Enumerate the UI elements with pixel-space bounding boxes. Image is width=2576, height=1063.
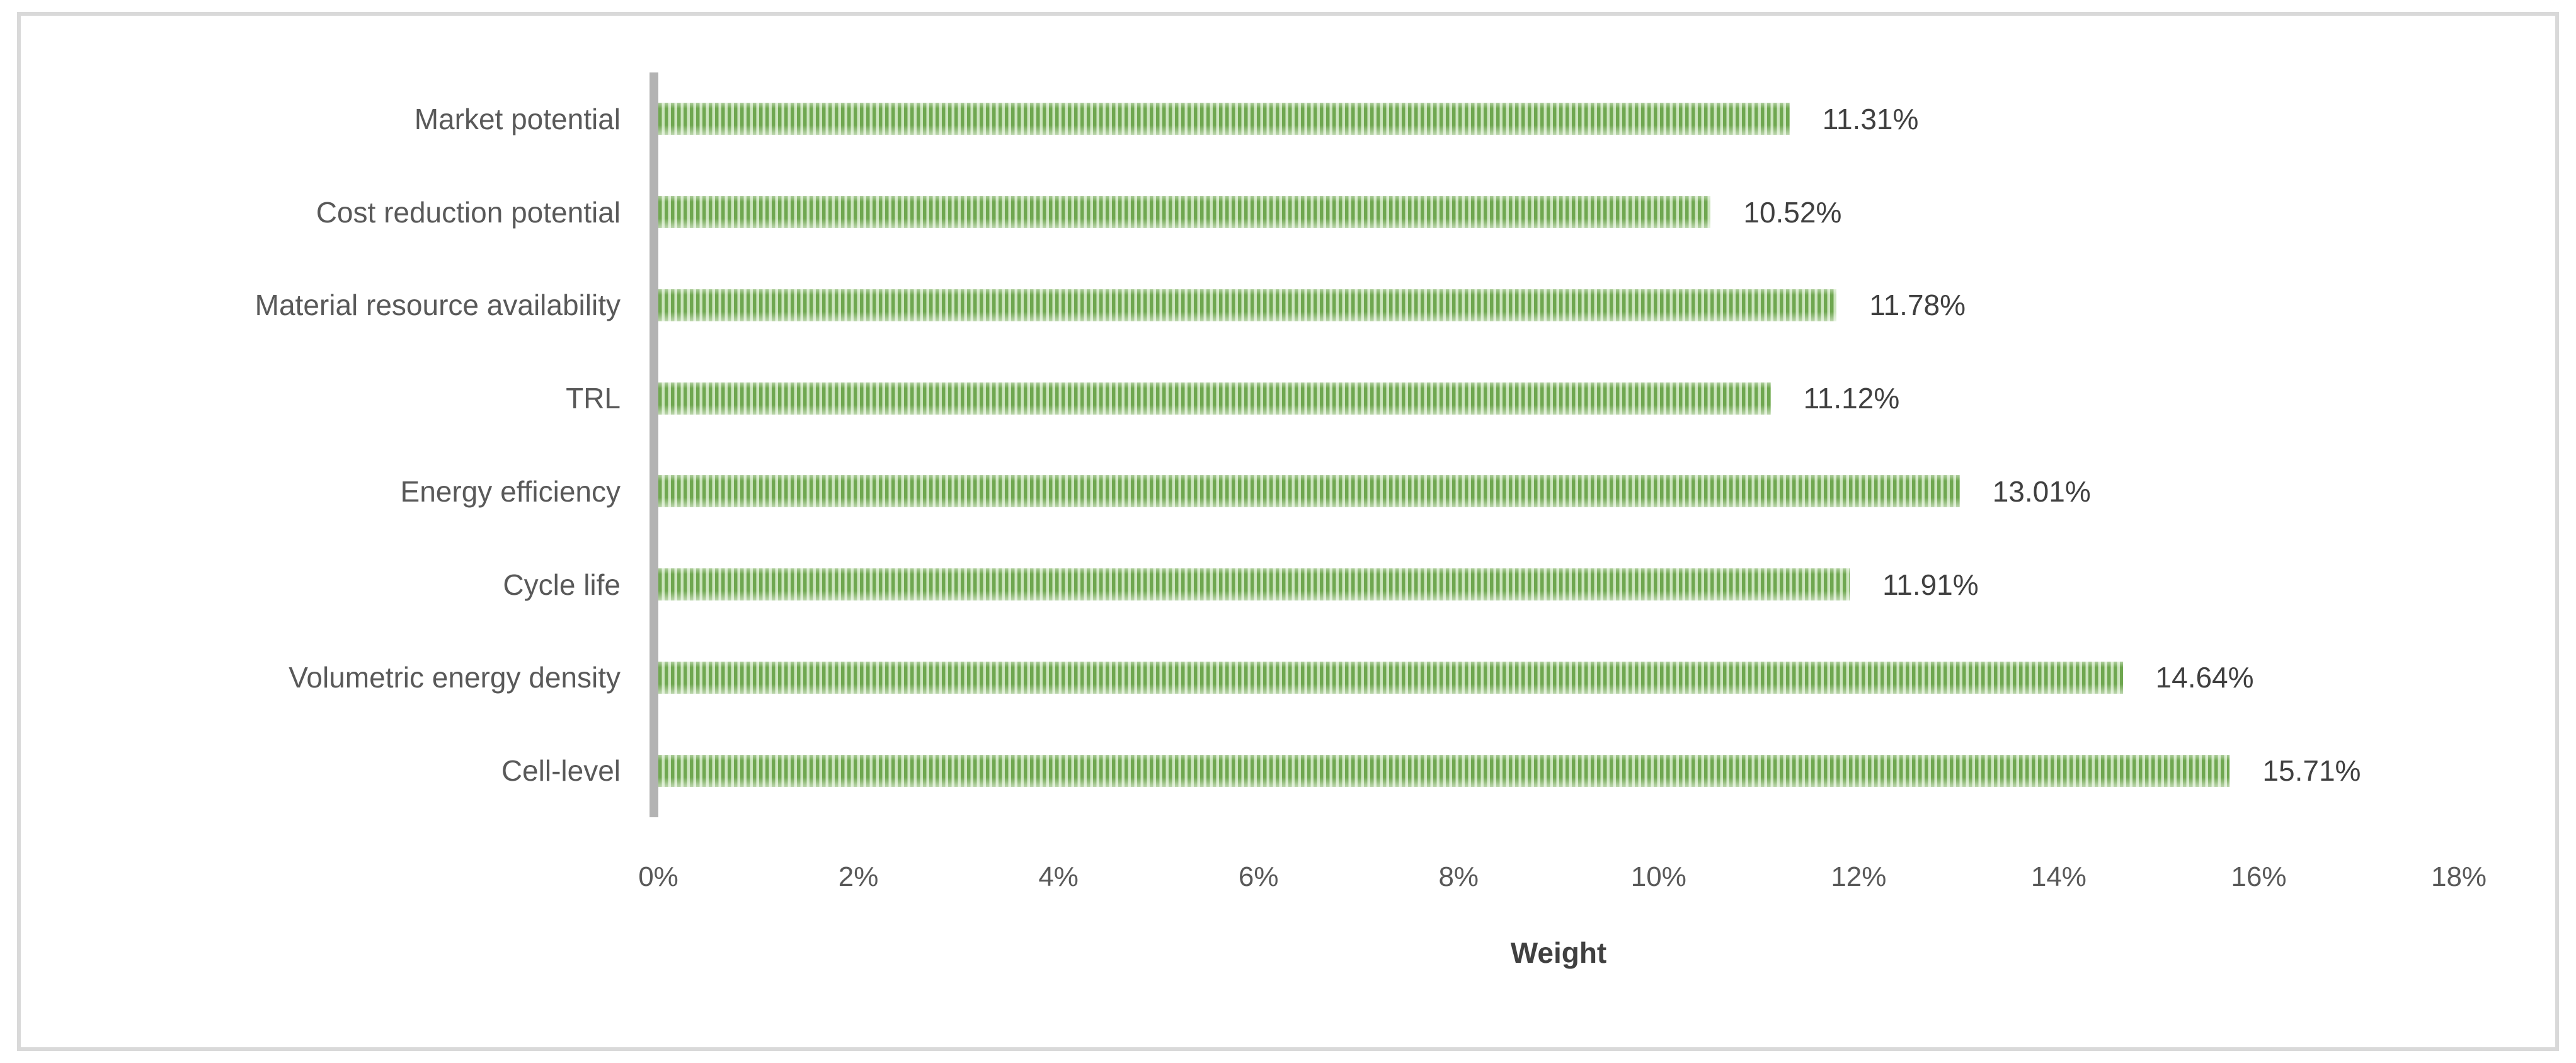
bar — [658, 289, 1837, 321]
x-tick-label: 2% — [838, 861, 879, 892]
value-label: 13.01% — [1992, 474, 2091, 508]
category-label: Market potential — [414, 102, 621, 135]
value-label: 14.64% — [2155, 661, 2254, 694]
x-tick-label: 8% — [1438, 861, 1479, 892]
x-tick-label: 6% — [1238, 861, 1279, 892]
chart-border-frame — [17, 12, 2559, 1051]
value-label: 11.91% — [1882, 568, 1979, 601]
x-tick-label: 14% — [2030, 861, 2087, 892]
x-tick-label: 0% — [638, 861, 678, 892]
value-label: 11.31% — [1822, 102, 1919, 135]
bar — [658, 754, 2230, 787]
value-label: 10.52% — [1743, 195, 1842, 229]
x-tick-label: 16% — [2231, 861, 2287, 892]
category-label: Energy efficiency — [400, 474, 621, 508]
x-tick-label: 4% — [1038, 861, 1079, 892]
x-axis-title: Weight — [1510, 936, 1607, 969]
x-tick-label: 12% — [1831, 861, 1887, 892]
y-axis-line — [650, 72, 658, 817]
category-label: Cost reduction potential — [316, 195, 621, 229]
bar — [658, 661, 2123, 694]
bar — [658, 568, 1850, 601]
category-label: Cell-level — [501, 754, 621, 788]
category-label: Material resource availability — [255, 289, 621, 322]
value-label: 11.12% — [1803, 382, 1900, 415]
value-label: 11.78% — [1869, 289, 1966, 322]
bar — [658, 196, 1711, 229]
bar — [658, 475, 1960, 508]
category-label: Volumetric energy density — [289, 661, 621, 694]
category-label: Cycle life — [503, 568, 621, 601]
category-label: TRL — [566, 382, 621, 415]
value-label: 15.71% — [2262, 754, 2361, 788]
bar — [658, 103, 1790, 135]
bar — [658, 382, 1771, 415]
x-tick-label: 10% — [1630, 861, 1686, 892]
x-tick-label: 18% — [2430, 861, 2487, 892]
